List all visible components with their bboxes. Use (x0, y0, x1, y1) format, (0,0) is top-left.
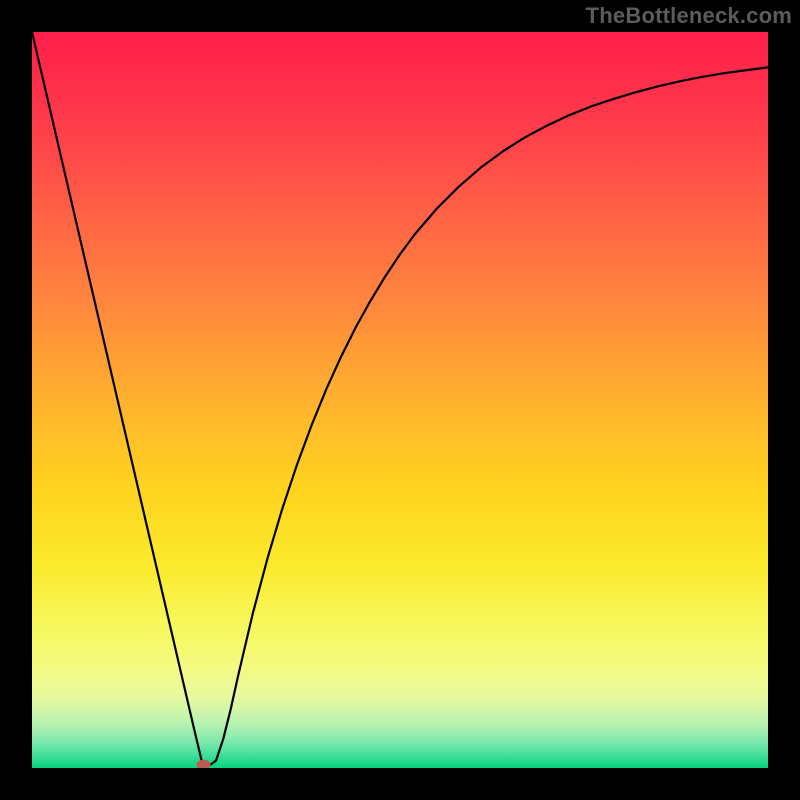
chart-frame: TheBottleneck.com (0, 0, 800, 800)
bottleneck-curve-plot (32, 32, 768, 768)
plot-svg (32, 32, 768, 768)
plot-background (32, 32, 768, 768)
watermark-text: TheBottleneck.com (586, 3, 792, 29)
